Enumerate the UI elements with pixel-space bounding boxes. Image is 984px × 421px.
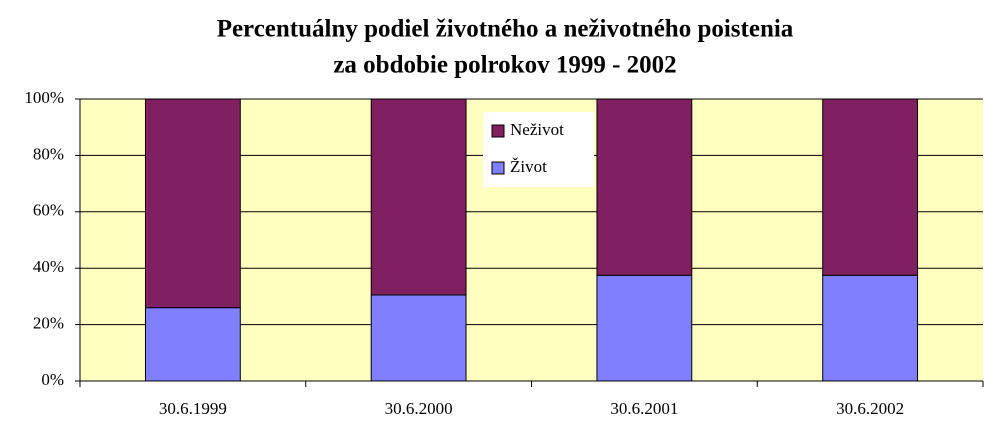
bar-segment: [596, 98, 693, 276]
chart-title: za obdobie polrokov 1999 - 2002: [333, 52, 676, 79]
y-tick-label: 100%: [24, 88, 64, 107]
y-tick-label: 40%: [33, 257, 64, 276]
y-tick-label: 0%: [41, 370, 64, 389]
bar-segment: [596, 274, 693, 382]
bar-segment: [144, 307, 241, 382]
legend-label: Život: [510, 157, 547, 176]
bar-segment: [370, 294, 467, 382]
bar-segment: [822, 274, 919, 382]
y-tick-label: 20%: [33, 314, 64, 333]
bar-segment: [370, 98, 467, 296]
y-tick-label: 60%: [33, 201, 64, 220]
x-tick-label: 30.6.1999: [159, 399, 227, 418]
legend-swatch: [491, 124, 505, 138]
bar-segment: [144, 98, 241, 309]
x-tick-label: 30.6.2001: [610, 399, 678, 418]
legend-label: Neživot: [510, 120, 564, 139]
x-tick-label: 30.6.2000: [385, 399, 453, 418]
y-tick-label: 80%: [33, 144, 64, 163]
bar-segment: [822, 98, 919, 276]
x-tick-label: 30.6.2002: [836, 399, 904, 418]
chart-title: Percentuálny podiel životného a neživotn…: [217, 16, 794, 43]
legend-swatch: [491, 161, 505, 175]
